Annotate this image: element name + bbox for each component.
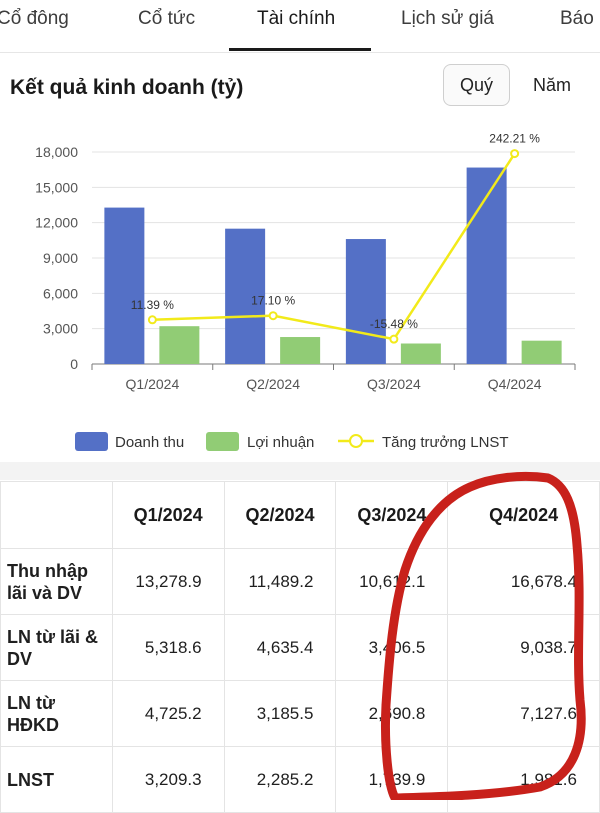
- y-tick-label: 18,000: [35, 144, 78, 160]
- table-cell: 9,038.7: [447, 614, 600, 681]
- row-label-line: DV: [7, 648, 33, 669]
- bar-loi-nhuan: [521, 340, 562, 364]
- table-cell: 1,981.6: [447, 746, 600, 813]
- table-header-row: Q1/2024 Q2/2024 Q3/2024 Q4/2024: [0, 481, 600, 549]
- bar-doanh-thu: [225, 228, 266, 364]
- legend-label: Lợi nhuận: [247, 434, 314, 451]
- header-q1: Q1/2024: [111, 481, 225, 549]
- tab-bar: Cổ đông Cổ tức Tài chính Lịch sử giá Báo: [0, 0, 600, 53]
- bar-doanh-thu: [345, 239, 386, 364]
- tab-lich-su-gia[interactable]: Lịch sử giá: [401, 8, 494, 29]
- legend-swatch-tang-truong-marker: [349, 434, 363, 448]
- bar-doanh-thu: [104, 207, 145, 364]
- table-cell: 7,127.6: [447, 680, 600, 747]
- growth-data-label: 17.10 %: [251, 294, 295, 308]
- growth-data-label: -15.48 %: [370, 317, 418, 331]
- row-label: LN từ lãi & DV: [0, 614, 113, 681]
- table-cell: 3,209.3: [111, 746, 225, 813]
- growth-point: [510, 149, 520, 159]
- section-divider: [0, 462, 600, 480]
- row-label-line: LN từ lãi &: [7, 626, 99, 647]
- table-row: Thu nhập lãi và DV 13,278.9 11,489.2 10,6…: [0, 548, 600, 615]
- table-cell: 2,285.2: [223, 746, 337, 813]
- table-cell: 3,406.5: [335, 614, 449, 681]
- table-cell: 1,739.9: [335, 746, 449, 813]
- row-label-line: Thu nhập: [7, 560, 88, 581]
- legend-swatch-doanh-thu: [75, 432, 108, 451]
- table-cell: 13,278.9: [111, 548, 225, 615]
- tab-bao-cao[interactable]: Báo: [560, 8, 594, 29]
- table-cell: 5,318.6: [111, 614, 225, 681]
- table-cell: 16,678.4: [447, 548, 600, 615]
- table-cell: 11,489.2: [223, 548, 337, 615]
- period-year-button[interactable]: Năm: [532, 74, 571, 95]
- business-results-chart: 0 3,000 6,000 9,000 12,000 15,000 18,000 Q1/202…: [0, 120, 600, 460]
- table-cell: 3,185.5: [223, 680, 337, 747]
- bar-loi-nhuan: [400, 343, 441, 364]
- header-empty: [0, 481, 113, 549]
- table-cell: 2,690.8: [335, 680, 449, 747]
- y-tick-label: 6,000: [43, 285, 78, 301]
- x-tick-label: Q4/2024: [488, 376, 542, 392]
- row-label-line: HĐKD: [7, 714, 59, 735]
- x-tick-label: Q1/2024: [126, 376, 180, 392]
- table-cell: 4,635.4: [223, 614, 337, 681]
- row-label-line: lãi và DV: [7, 582, 83, 603]
- chart-svg: 0 3,000 6,000 9,000 12,000 15,000 18,000 Q1/202…: [35, 132, 576, 451]
- active-tab-indicator: [229, 48, 371, 51]
- financial-table: Q1/2024 Q2/2024 Q3/2024 Q4/2024 Thu nhập…: [0, 481, 600, 813]
- header-q2: Q2/2024: [223, 481, 337, 549]
- x-tick-label: Q2/2024: [246, 376, 300, 392]
- section-title: Kết quả kinh doanh (tỷ): [10, 76, 244, 99]
- y-tick-label: 12,000: [35, 215, 78, 231]
- bar-loi-nhuan: [159, 326, 200, 364]
- growth-point: [147, 315, 157, 325]
- table-row: LN từ HĐKD 4,725.2 3,185.5 2,690.8 7,127.…: [0, 680, 600, 747]
- tab-co-dong[interactable]: Cổ đông: [0, 8, 69, 29]
- x-tick-label: Q3/2024: [367, 376, 421, 392]
- tab-co-tuc[interactable]: Cổ tức: [138, 8, 196, 29]
- period-quarter-button[interactable]: Quý: [443, 64, 510, 106]
- table-cell: 4,725.2: [111, 680, 225, 747]
- legend-label: Doanh thu: [115, 434, 184, 451]
- y-tick-label: 9,000: [43, 250, 78, 266]
- growth-line: [152, 152, 516, 341]
- row-label: Thu nhập lãi và DV: [0, 548, 113, 615]
- growth-data-label: 11.39 %: [131, 298, 174, 312]
- bar-loi-nhuan: [280, 337, 321, 364]
- bar-doanh-thu: [466, 167, 507, 364]
- growth-point: [389, 334, 399, 344]
- legend-label: Tăng trưởng LNST: [382, 434, 509, 451]
- table-cell: 10,612.1: [335, 548, 449, 615]
- header-q4: Q4/2024: [447, 481, 600, 549]
- growth-point: [268, 311, 278, 321]
- y-tick-label: 3,000: [43, 321, 78, 337]
- y-tick-label: 0: [70, 356, 78, 372]
- table-row: LN từ lãi & DV 5,318.6 4,635.4 3,406.5 9,…: [0, 614, 600, 681]
- tab-tai-chinh[interactable]: Tài chính: [257, 8, 336, 29]
- row-label: LNST: [0, 746, 113, 813]
- header-q3: Q3/2024: [335, 481, 449, 549]
- growth-data-label: 242.21 %: [489, 132, 540, 146]
- row-label-line: LN từ: [7, 692, 56, 713]
- row-label: LN từ HĐKD: [0, 680, 113, 747]
- y-tick-label: 15,000: [35, 179, 78, 195]
- table-row: LNST 3,209.3 2,285.2 1,739.9 1,981.6: [0, 746, 600, 813]
- row-label-line: LNST: [7, 769, 54, 790]
- legend-swatch-loi-nhuan: [206, 432, 239, 451]
